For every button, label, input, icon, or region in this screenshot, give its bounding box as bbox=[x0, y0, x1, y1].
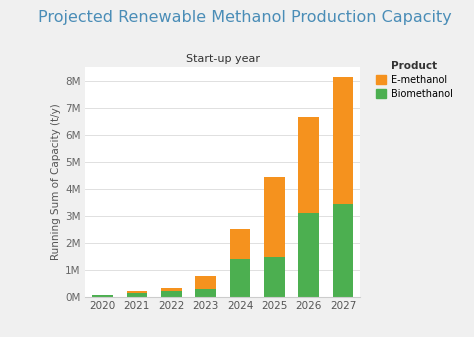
Bar bbox=[333, 77, 353, 204]
Bar bbox=[229, 259, 250, 297]
Bar bbox=[299, 117, 319, 213]
Bar bbox=[161, 288, 182, 290]
Y-axis label: Running Sum of Capacity (t/y): Running Sum of Capacity (t/y) bbox=[51, 103, 61, 261]
Title: Start-up year: Start-up year bbox=[186, 54, 260, 64]
Bar bbox=[229, 229, 250, 259]
Bar bbox=[195, 276, 216, 289]
Bar bbox=[333, 204, 353, 297]
Bar bbox=[127, 293, 147, 297]
Bar bbox=[195, 289, 216, 297]
Bar bbox=[299, 213, 319, 297]
Text: Projected Renewable Methanol Production Capacity: Projected Renewable Methanol Production … bbox=[38, 10, 452, 25]
Bar bbox=[161, 290, 182, 297]
Legend: E-methanol, Biomethanol: E-methanol, Biomethanol bbox=[376, 61, 453, 99]
Bar bbox=[264, 257, 284, 297]
Bar bbox=[92, 295, 113, 297]
Bar bbox=[264, 177, 284, 257]
Bar bbox=[127, 291, 147, 293]
